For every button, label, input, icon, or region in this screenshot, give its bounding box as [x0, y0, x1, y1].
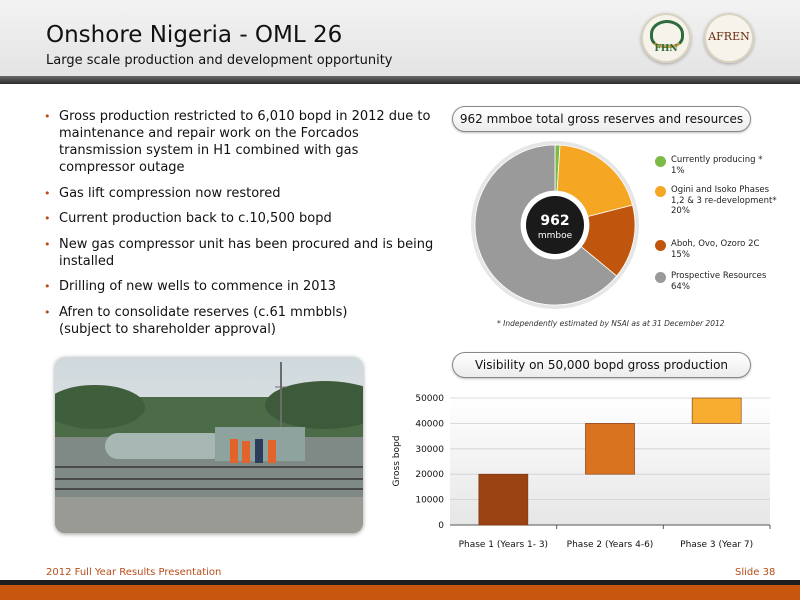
- legend-label: Ogini and Isoko Phases 1,2 & 3 re-develo…: [671, 185, 777, 206]
- bullet-list: Gross production restricted to 6,010 bop…: [44, 108, 434, 346]
- afren-logo-text: AFREN: [708, 30, 750, 43]
- legend-item: Ogini and Isoko Phases 1,2 & 3 re-develo…: [655, 185, 790, 231]
- legend-label: Aboh, Ovo, Ozoro 2C: [671, 239, 760, 249]
- legend-percent: 15%: [671, 249, 690, 260]
- reserves-chart-title: 962 mmboe total gross reserves and resou…: [452, 106, 751, 132]
- legend-swatch: [655, 240, 666, 251]
- bullet-item: New gas compressor unit has been procure…: [44, 236, 434, 270]
- page-title: Onshore Nigeria - OML 26: [46, 22, 343, 48]
- footer-band: [0, 585, 800, 600]
- facility-photo: [55, 357, 363, 533]
- page-subtitle: Large scale production and development o…: [46, 53, 393, 68]
- afren-logo: AFREN: [704, 13, 754, 63]
- y-tick-label: 40000: [415, 419, 444, 429]
- y-tick-label: 30000: [415, 445, 444, 455]
- production-bar-chart: 0 10000 20000 30000 40000 50000 Phase 1 (Year…: [392, 394, 771, 550]
- footer-presentation-title: 2012 Full Year Results Presentation: [46, 567, 222, 578]
- y-axis-label: Gross bopd: [392, 436, 402, 487]
- header-divider: [0, 76, 800, 84]
- legend-percent: 1%: [671, 165, 685, 176]
- footer-divider: [0, 580, 800, 585]
- legend-percent: 20%: [671, 206, 690, 216]
- x-category-label: Phase 2 (Years 4-6): [567, 540, 654, 550]
- y-tick-label: 0: [438, 521, 444, 531]
- bullet-item: Gas lift compression now restored: [44, 185, 434, 202]
- bar: [585, 423, 635, 475]
- bullet-item: Current production back to c.10,500 bopd: [44, 210, 434, 227]
- donut-center-value: 962: [540, 213, 569, 229]
- reserves-footnote: * Independently estimated by NSAI as at …: [497, 319, 725, 328]
- bar: [691, 397, 742, 424]
- production-chart-title: Visibility on 50,000 bopd gross producti…: [452, 352, 751, 378]
- bullet-item: Drilling of new wells to commence in 201…: [44, 278, 434, 295]
- legend-percent: 64%: [671, 281, 690, 292]
- legend-item: Currently producing * 1%: [655, 155, 790, 179]
- bar: [478, 473, 529, 526]
- fhn-logo: FHN: [641, 13, 691, 63]
- legend-label: Prospective Resources: [671, 271, 767, 281]
- facility-illustration: [55, 357, 363, 533]
- fhn-emblem-icon: [650, 20, 684, 48]
- y-tick-label: 50000: [415, 394, 444, 404]
- legend-swatch: [655, 186, 666, 197]
- legend-item: Prospective Resources 64%: [655, 271, 790, 295]
- fhn-logo-text: FHN: [654, 44, 678, 54]
- bullet-item: Gross production restricted to 6,010 bop…: [44, 108, 434, 176]
- y-tick-label: 10000: [415, 496, 444, 506]
- legend-swatch: [655, 156, 666, 167]
- bullet-item: Afren to consolidate reserves (c.61 mmbb…: [44, 304, 434, 338]
- donut-center-unit: mmboe: [538, 231, 573, 241]
- x-category-label: Phase 1 (Years 1- 3): [459, 540, 549, 550]
- slide-number: Slide 38: [735, 567, 776, 578]
- reserves-donut-chart: 962 mmboe: [471, 141, 639, 309]
- x-category-label: Phase 3 (Year 7): [680, 540, 753, 550]
- legend-swatch: [655, 272, 666, 283]
- reserves-legend: Currently producing * 1% Ogini and Isoko…: [655, 155, 790, 295]
- y-tick-label: 20000: [415, 470, 444, 480]
- legend-label: Currently producing *: [671, 155, 763, 165]
- legend-item: Aboh, Ovo, Ozoro 2C 15%: [655, 239, 790, 263]
